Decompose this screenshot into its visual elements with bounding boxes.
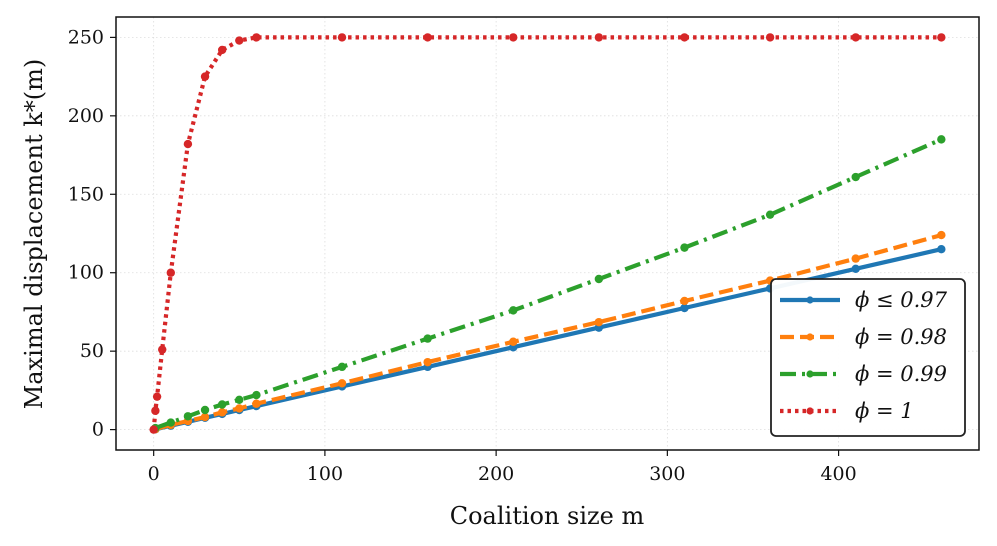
x-axis-label: Coalition size m [450,502,645,530]
ticks: 0 100 200 300 400 0 50 100 150 200 250 [68,26,857,485]
legend-marker-phi-0-98 [806,333,814,341]
data-point [680,296,689,306]
y-tick-label: 50 [80,340,104,362]
data-point [217,400,227,409]
x-tick-label: 400 [820,463,856,485]
data-point [149,425,158,434]
data-point [680,243,689,252]
y-tick-label: 200 [68,105,104,127]
data-point [166,268,175,277]
data-point [509,306,518,315]
data-point [937,33,946,42]
data-point [594,317,604,327]
y-tick-label: 100 [68,262,104,284]
data-point [200,72,210,81]
data-point [252,390,261,400]
data-point [235,395,244,404]
data-point [765,33,775,42]
data-point [200,405,210,415]
legend-label-phi-0-99: ϕ = 0.99 [855,362,947,386]
data-point [851,172,860,182]
legend-entry-phi-0-97: ϕ ≤ 0.97 [780,288,948,312]
grid [116,17,979,450]
data-point [217,45,227,55]
data-point [937,135,946,144]
legend-label-phi-0-97: ϕ ≤ 0.97 [855,288,948,312]
legend-label-phi-1: ϕ = 1 [855,399,914,423]
data-point [183,412,193,421]
legend-marker-phi-1 [806,407,814,415]
data-point [151,406,160,415]
data-point [217,408,227,417]
legend-box [770,278,966,437]
legend-entry-phi-0-99: ϕ = 0.99 [780,362,947,386]
data-point [252,33,261,42]
x-tick-label: 0 [148,463,160,485]
data-point [937,244,946,254]
data-point [509,337,518,346]
data-point [183,139,193,149]
data-point [851,264,860,273]
data-point [851,33,860,42]
plot-frame [115,16,980,451]
data-point [152,392,162,401]
y-tick-label: 150 [68,183,104,205]
x-tick-label: 200 [478,463,514,485]
data-point [423,334,432,343]
legend: ϕ ≤ 0.97 ϕ = 0.98 ϕ = 0.99 ϕ = 1 [770,278,966,437]
data-point [765,210,775,219]
data-point [337,379,347,388]
x-tick-label: 300 [649,463,685,485]
data-point [158,345,167,354]
series-group [149,33,946,434]
data-point [423,33,432,42]
data-point [235,404,244,413]
legend-label-phi-0-98: ϕ = 0.98 [855,325,947,349]
data-point [166,418,175,427]
legend-marker-phi-0-97 [806,296,814,304]
y-tick-label: 0 [92,419,104,441]
legend-entry-phi-0-98: ϕ = 0.98 [780,325,947,349]
data-point [252,399,261,408]
data-point [509,33,518,42]
data-point [337,33,347,42]
x-tick-label: 100 [307,463,343,485]
y-axis-label: Maximal displacement k*(m) [20,59,48,410]
data-point [594,274,604,284]
data-point [235,36,244,45]
legend-marker-phi-0-99 [806,370,814,378]
y-tick-label: 250 [68,26,104,48]
data-point [680,33,689,42]
data-point [594,33,604,42]
data-point [200,412,210,422]
data-point [423,357,432,367]
data-point [937,230,946,240]
series-4 [149,33,946,434]
data-point [680,303,689,313]
series-3 [151,135,946,433]
data-point [337,362,347,372]
data-point [851,254,860,263]
legend-entry-phi-1: ϕ = 1 [780,399,914,423]
